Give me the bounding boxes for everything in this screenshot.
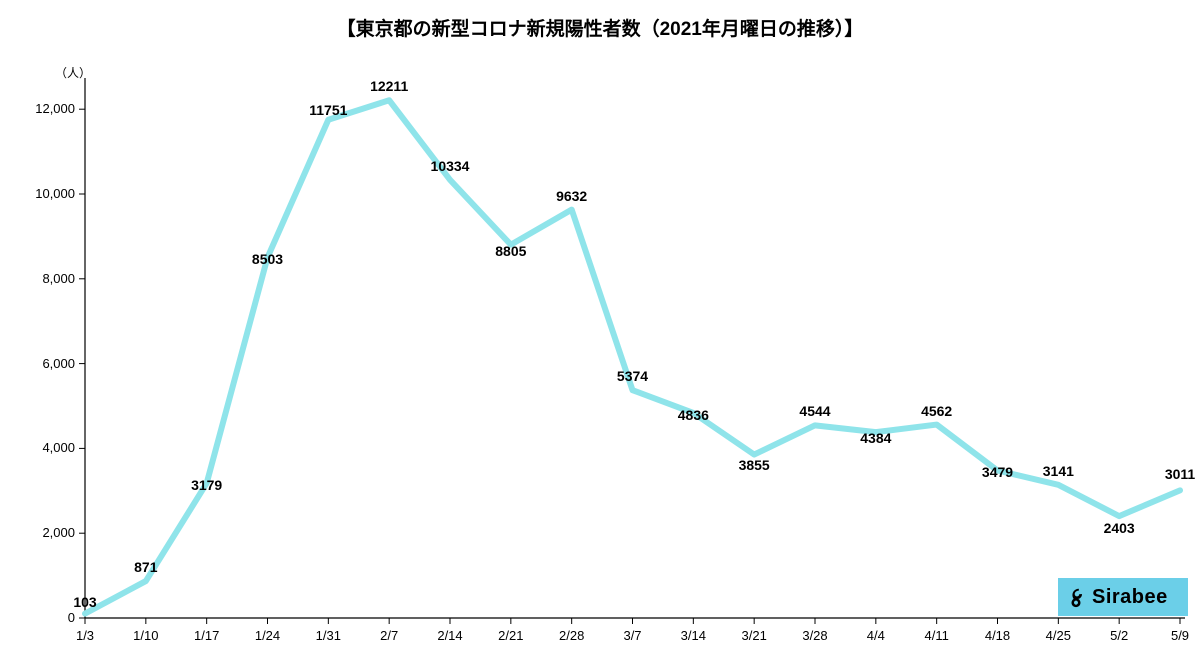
logo-badge: Sirabee [1058, 578, 1188, 616]
y-tick-label: 12,000 [15, 101, 75, 116]
x-tick-label: 3/7 [623, 628, 641, 643]
line-series [85, 100, 1180, 613]
x-tick-label: 1/24 [255, 628, 280, 643]
x-tick-label: 3/28 [802, 628, 827, 643]
logo-text: Sirabee [1092, 586, 1168, 609]
y-tick-label: 2,000 [15, 525, 75, 540]
sirabee-logo-icon [1066, 586, 1088, 608]
data-point-label: 4562 [921, 403, 952, 419]
x-tick-label: 1/3 [76, 628, 94, 643]
y-tick-label: 10,000 [15, 186, 75, 201]
data-point-label: 9632 [556, 188, 587, 204]
data-point-label: 5374 [617, 368, 648, 384]
y-tick-label: 0 [15, 610, 75, 625]
x-tick-label: 2/28 [559, 628, 584, 643]
data-point-label: 10334 [431, 158, 470, 174]
data-point-label: 12211 [370, 78, 408, 94]
x-tick-label: 1/10 [133, 628, 158, 643]
x-tick-label: 3/14 [681, 628, 706, 643]
x-tick-label: 3/21 [742, 628, 767, 643]
x-tick-label: 1/31 [316, 628, 341, 643]
data-point-label: 3179 [191, 477, 222, 493]
data-point-label: 2403 [1104, 520, 1135, 536]
data-point-label: 4384 [860, 430, 891, 446]
x-tick-label: 5/9 [1171, 628, 1189, 643]
data-point-label: 3141 [1043, 463, 1074, 479]
x-tick-label: 5/2 [1110, 628, 1128, 643]
x-tick-label: 2/21 [498, 628, 523, 643]
data-point-label: 4544 [799, 403, 830, 419]
data-point-label: 11751 [309, 102, 347, 118]
data-point-label: 4836 [678, 407, 709, 423]
y-tick-label: 6,000 [15, 356, 75, 371]
x-tick-label: 1/17 [194, 628, 219, 643]
data-point-label: 871 [134, 559, 157, 575]
data-point-label: 103 [73, 594, 96, 610]
data-point-label: 3011 [1165, 466, 1195, 482]
x-tick-label: 4/25 [1046, 628, 1071, 643]
data-point-label: 3479 [982, 464, 1013, 480]
x-tick-label: 4/11 [924, 628, 948, 643]
chart-svg [0, 0, 1200, 668]
y-tick-label: 4,000 [15, 440, 75, 455]
x-tick-label: 4/18 [985, 628, 1010, 643]
data-point-label: 8503 [252, 251, 283, 267]
y-tick-label: 8,000 [15, 271, 75, 286]
data-point-label: 8805 [495, 243, 526, 259]
x-tick-label: 2/7 [380, 628, 398, 643]
data-point-label: 3855 [739, 457, 770, 473]
x-tick-label: 4/4 [867, 628, 885, 643]
x-tick-label: 2/14 [437, 628, 462, 643]
